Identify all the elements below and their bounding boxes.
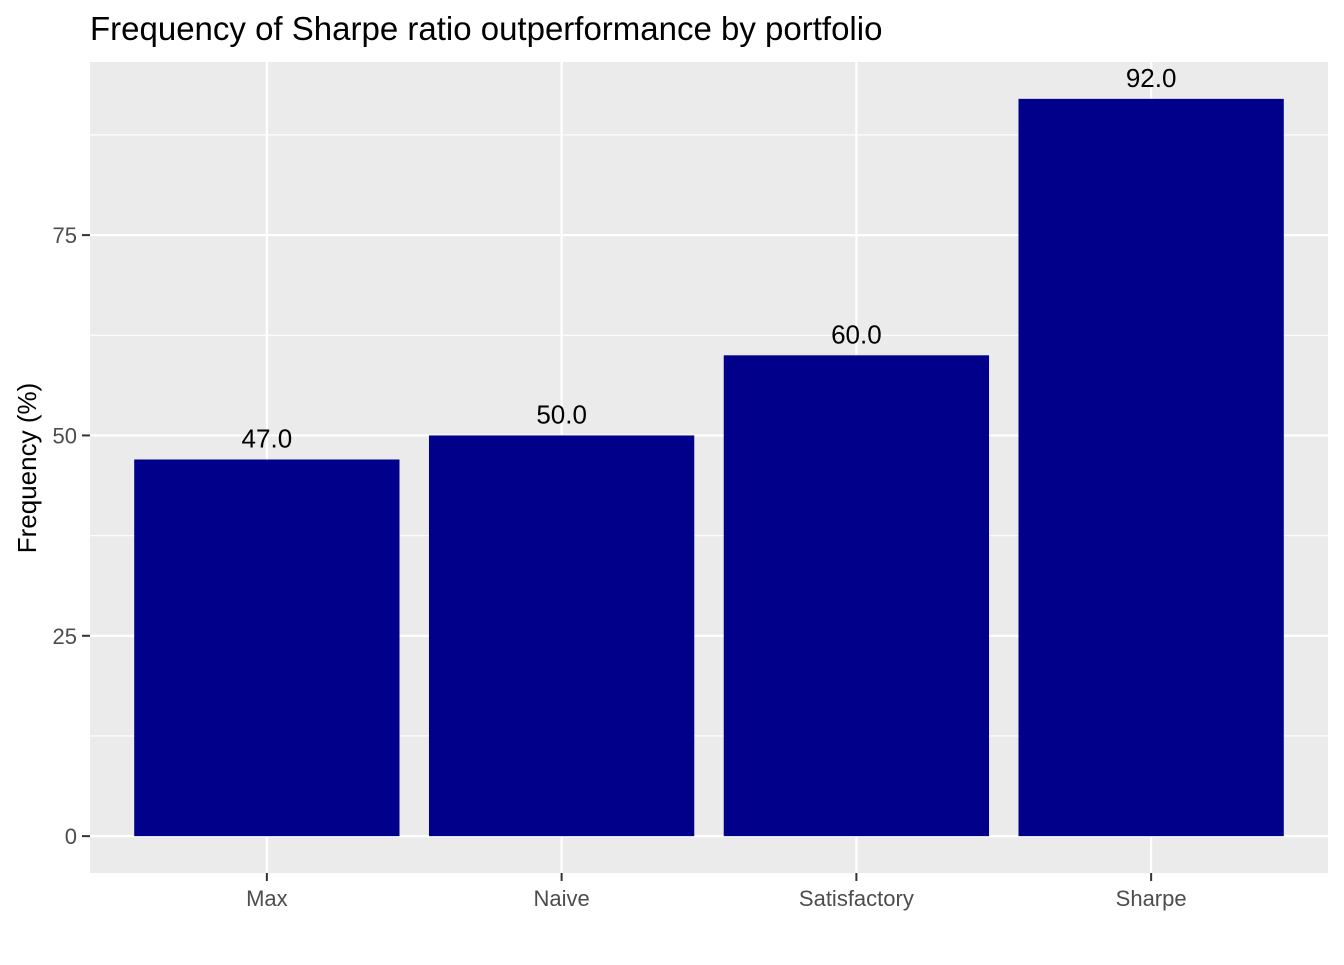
y-tick-label: 25: [53, 624, 77, 649]
y-tick-label: 0: [65, 824, 77, 849]
chart-title: Frequency of Sharpe ratio outperformance…: [90, 10, 882, 47]
data-label-satisfactory: 60.0: [831, 319, 882, 349]
bar-satisfactory: [723, 355, 990, 837]
y-tick-label: 50: [53, 423, 77, 448]
bar-sharpe: [1018, 98, 1284, 837]
data-label-sharpe: 92.0: [1126, 63, 1177, 93]
data-labels: 47.0 50.0 60.0 92.0: [242, 63, 1177, 454]
x-tick-label-sharpe: Sharpe: [1116, 886, 1187, 911]
bar-naive: [428, 435, 695, 837]
y-tick-label: 75: [53, 223, 77, 248]
x-tick-label-max: Max: [246, 886, 288, 911]
data-label-max: 47.0: [242, 423, 293, 453]
y-axis: 0 25 50 75: [53, 223, 90, 849]
x-axis: Max Naive Satisfactory Sharpe: [246, 873, 1187, 911]
y-axis-title: Frequency (%): [12, 383, 42, 554]
bar-max: [134, 459, 400, 837]
x-tick-label-naive: Naive: [533, 886, 589, 911]
x-tick-label-satisfactory: Satisfactory: [799, 886, 914, 911]
data-label-naive: 50.0: [536, 399, 587, 429]
bars: [134, 98, 1284, 837]
